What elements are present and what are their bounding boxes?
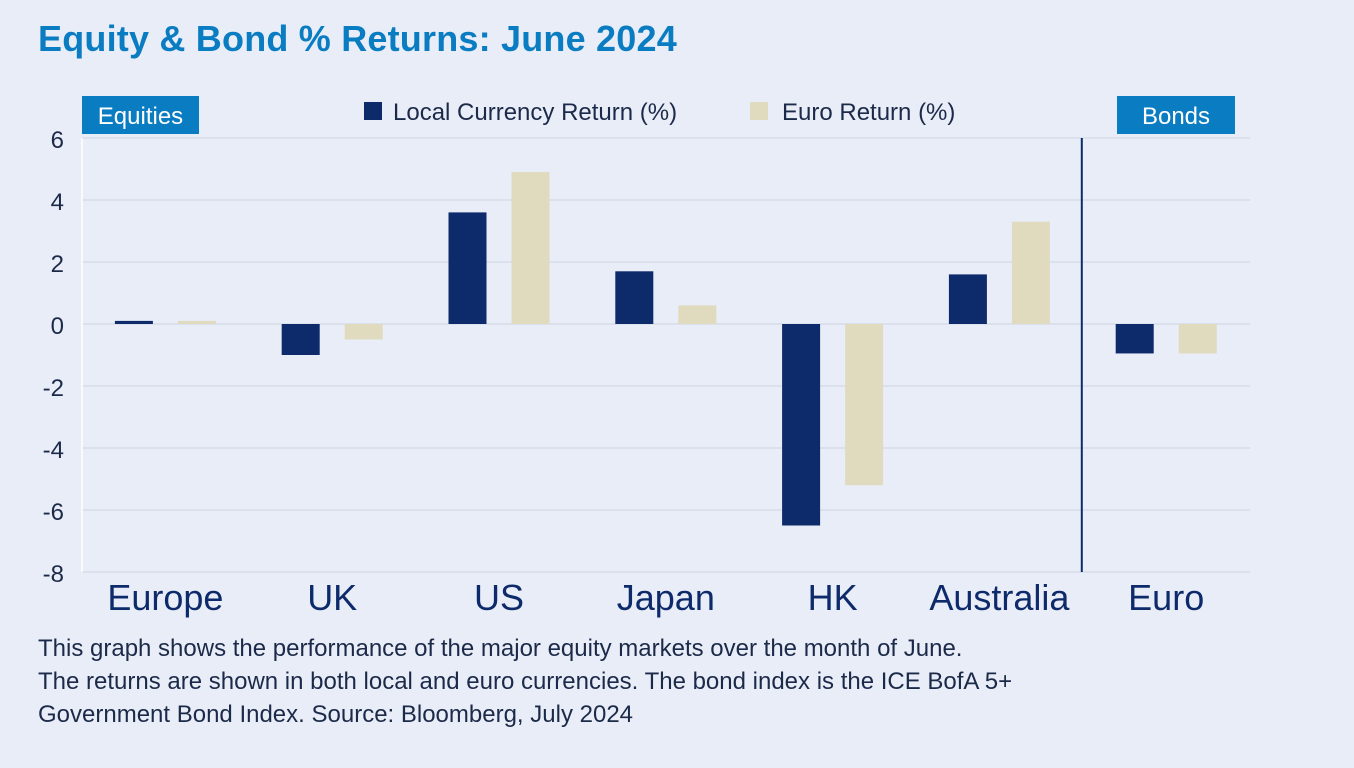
- bonds-panel-badge: [1117, 96, 1235, 134]
- bar-local-hk: [782, 324, 821, 526]
- y-tick-label: -4: [43, 437, 64, 464]
- bar-local-japan: [615, 271, 654, 324]
- y-tick-label: 4: [51, 189, 64, 216]
- equities-panel-label: Equities: [98, 103, 183, 130]
- legend: Local Currency Return (%) Euro Return (%): [364, 99, 955, 126]
- x-tick-label: HK: [808, 577, 858, 618]
- legend-swatch-local: [364, 102, 382, 120]
- y-tick-label: 2: [51, 251, 64, 278]
- y-tick-label: -2: [43, 375, 64, 402]
- chart-title: Equity & Bond % Returns: June 2024: [38, 18, 677, 59]
- bar-local-europe: [114, 320, 153, 324]
- x-tick-label: UK: [307, 577, 357, 618]
- x-tick-label: Europe: [107, 577, 223, 618]
- bar-euro-hk: [845, 324, 884, 486]
- y-tick-label: 6: [51, 127, 64, 154]
- y-tick-label: -8: [43, 561, 64, 588]
- y-tick-label: -6: [43, 499, 64, 526]
- grid-lines: [81, 137, 1250, 573]
- bar-euro-europe: [177, 320, 216, 324]
- legend-label-euro: Euro Return (%): [782, 99, 955, 126]
- bar-local-uk: [281, 324, 320, 355]
- y-tick-label: 0: [51, 313, 64, 340]
- equities-panel-badge: [82, 96, 199, 134]
- panel-labels: Equities Bonds: [82, 96, 1235, 134]
- bar-euro-australia: [1011, 221, 1050, 324]
- caption-line: Government Bond Index. Source: Bloomberg…: [38, 701, 634, 728]
- bar-euro-japan: [678, 305, 717, 324]
- bonds-panel-label: Bonds: [1142, 103, 1210, 130]
- bar-local-australia: [948, 274, 987, 324]
- x-tick-label: Euro: [1128, 577, 1204, 618]
- x-axis-ticks: Europe UK US Japan HK Australia Euro: [107, 577, 1204, 618]
- y-axis-ticks: 6 4 2 0 -2 -4 -6 -8: [43, 127, 64, 588]
- bar-local-euro: [1115, 324, 1154, 354]
- x-tick-label: Australia: [929, 577, 1070, 618]
- caption: This graph shows the performance of the …: [38, 632, 1298, 731]
- bars: [114, 172, 1217, 526]
- bar-euro-euro: [1178, 324, 1217, 354]
- x-tick-label: Japan: [617, 577, 715, 618]
- bar-local-us: [448, 212, 487, 324]
- bar-euro-uk: [344, 324, 383, 340]
- caption-line: The returns are shown in both local and …: [38, 668, 1013, 695]
- bar-euro-us: [511, 172, 550, 324]
- caption-line: This graph shows the performance of the …: [38, 635, 963, 662]
- legend-label-local: Local Currency Return (%): [393, 99, 677, 126]
- x-tick-label: US: [474, 577, 524, 618]
- legend-swatch-euro: [750, 102, 768, 120]
